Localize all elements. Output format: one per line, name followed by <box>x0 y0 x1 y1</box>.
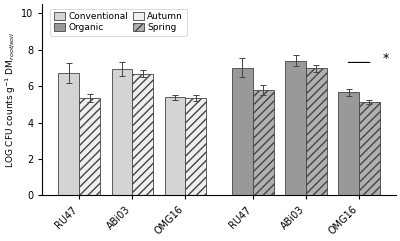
Bar <box>338 93 359 195</box>
Bar <box>132 74 153 195</box>
Text: *: * <box>383 52 389 65</box>
Legend: Conventional, Organic, Autumn, Spring: Conventional, Organic, Autumn, Spring <box>50 9 187 36</box>
Bar <box>112 69 132 195</box>
Bar <box>79 99 100 195</box>
Bar <box>232 68 253 195</box>
Bar <box>306 68 327 195</box>
Bar <box>165 97 186 195</box>
Y-axis label: LOG CFU counts g$^{-1}$ DM$_{root/soil}$: LOG CFU counts g$^{-1}$ DM$_{root/soil}$ <box>4 32 18 168</box>
Bar <box>186 98 206 195</box>
Bar <box>253 90 274 195</box>
Bar <box>285 61 306 195</box>
Bar <box>58 73 79 195</box>
Bar <box>359 102 380 195</box>
